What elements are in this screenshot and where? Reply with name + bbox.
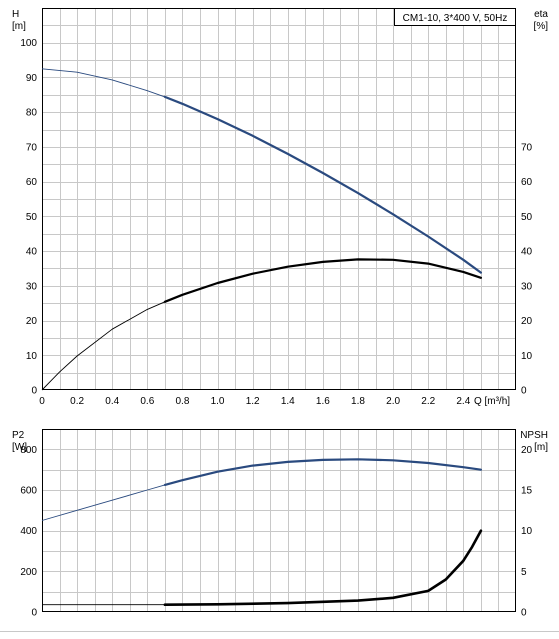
power-curve bbox=[163, 458, 482, 486]
y-tick-label-right: 15 bbox=[521, 486, 533, 497]
y-tick-label-left: 100 bbox=[20, 38, 37, 49]
y-tick-label-left: 800 bbox=[20, 445, 37, 456]
plot-frame bbox=[42, 8, 516, 390]
y-axis-unit-right: [%] bbox=[534, 21, 549, 32]
x-tick-label: 2.4 bbox=[456, 396, 470, 407]
y-axis-label-right: eta bbox=[534, 9, 548, 20]
efficiency-curve bbox=[163, 258, 482, 303]
x-tick-label: 0.2 bbox=[70, 396, 84, 407]
x-tick-label: 1.2 bbox=[246, 396, 260, 407]
npsh-curve bbox=[163, 529, 483, 606]
y-tick-label-right: 0 bbox=[521, 608, 527, 619]
y-tick-label-right: 40 bbox=[521, 247, 533, 258]
y-tick-label-left: 80 bbox=[26, 108, 38, 119]
y-tick-label-left: 90 bbox=[26, 73, 38, 84]
x-tick-label: 0.6 bbox=[140, 396, 154, 407]
y-axis-unit-left: [m] bbox=[12, 21, 26, 32]
title-box bbox=[394, 8, 516, 26]
y-tick-label-left: 60 bbox=[26, 177, 38, 188]
y-tick-label-right: 60 bbox=[521, 177, 533, 188]
y-tick-label-right: 30 bbox=[521, 281, 533, 292]
head-curve bbox=[163, 95, 482, 274]
y-tick-label-left: 0 bbox=[31, 608, 37, 619]
x-tick-label: 0.8 bbox=[175, 396, 189, 407]
y-axis-label-right: NPSH bbox=[520, 430, 548, 441]
y-tick-label-left: 10 bbox=[26, 351, 38, 362]
power-npsh-chart: 0 200 400 600 800 0 5 10 15 20 P2[W] NPSH[m] bbox=[12, 429, 548, 619]
plot-frame bbox=[42, 429, 516, 612]
x-tick-label: 0.4 bbox=[105, 396, 119, 407]
y-tick-label-left: 30 bbox=[26, 281, 38, 292]
head-curve-thin-segment bbox=[41, 68, 166, 98]
x-tick-label: 1.0 bbox=[211, 396, 225, 407]
y-tick-label-left: 200 bbox=[20, 567, 37, 578]
y-tick-label-left: 50 bbox=[26, 212, 38, 223]
y-axis-unit-right: [m] bbox=[534, 442, 548, 453]
x-tick-label: 1.8 bbox=[351, 396, 365, 407]
y-tick-label-left: 20 bbox=[26, 316, 38, 327]
y-tick-label-left: 0 bbox=[31, 386, 37, 397]
y-tick-label-right: 5 bbox=[521, 567, 527, 578]
x-tick-label: 0 bbox=[39, 396, 45, 407]
y-tick-label-left: 600 bbox=[20, 486, 37, 497]
efficiency-curve-thin-segment bbox=[41, 301, 166, 391]
y-axis-label-left: H bbox=[12, 9, 19, 20]
y-tick-label-right: 10 bbox=[521, 526, 533, 537]
head-efficiency-chart: 0 10 20 30 40 50 60 70 80 90 100 0 10 20 30 40 50 60 70 H[m… bbox=[12, 8, 548, 407]
y-tick-label-left: 400 bbox=[20, 526, 37, 537]
power-curve-thin-segment bbox=[41, 484, 166, 521]
y-tick-label-left: 40 bbox=[26, 247, 38, 258]
x-tick-label: 2.0 bbox=[386, 396, 400, 407]
y-tick-label-right: 20 bbox=[521, 316, 533, 327]
chart-title: CM1-10, 3*400 V, 50Hz bbox=[403, 13, 508, 24]
y-tick-label-right: 0 bbox=[521, 386, 527, 397]
y-tick-label-left: 70 bbox=[26, 142, 38, 153]
y-tick-label-right: 50 bbox=[521, 212, 533, 223]
y-axis-label-left: P2 bbox=[12, 430, 25, 441]
x-tick-label: 1.4 bbox=[281, 396, 295, 407]
y-tick-label-right: 70 bbox=[521, 142, 533, 153]
y-axis-unit-left: [W] bbox=[12, 442, 27, 453]
y-tick-label-right: 10 bbox=[521, 351, 533, 362]
x-tick-label: 2.2 bbox=[421, 396, 435, 407]
x-axis-label: Q [m³/h] bbox=[474, 396, 510, 407]
y-tick-label-right: 20 bbox=[521, 445, 533, 456]
x-tick-label: 1.6 bbox=[316, 396, 330, 407]
